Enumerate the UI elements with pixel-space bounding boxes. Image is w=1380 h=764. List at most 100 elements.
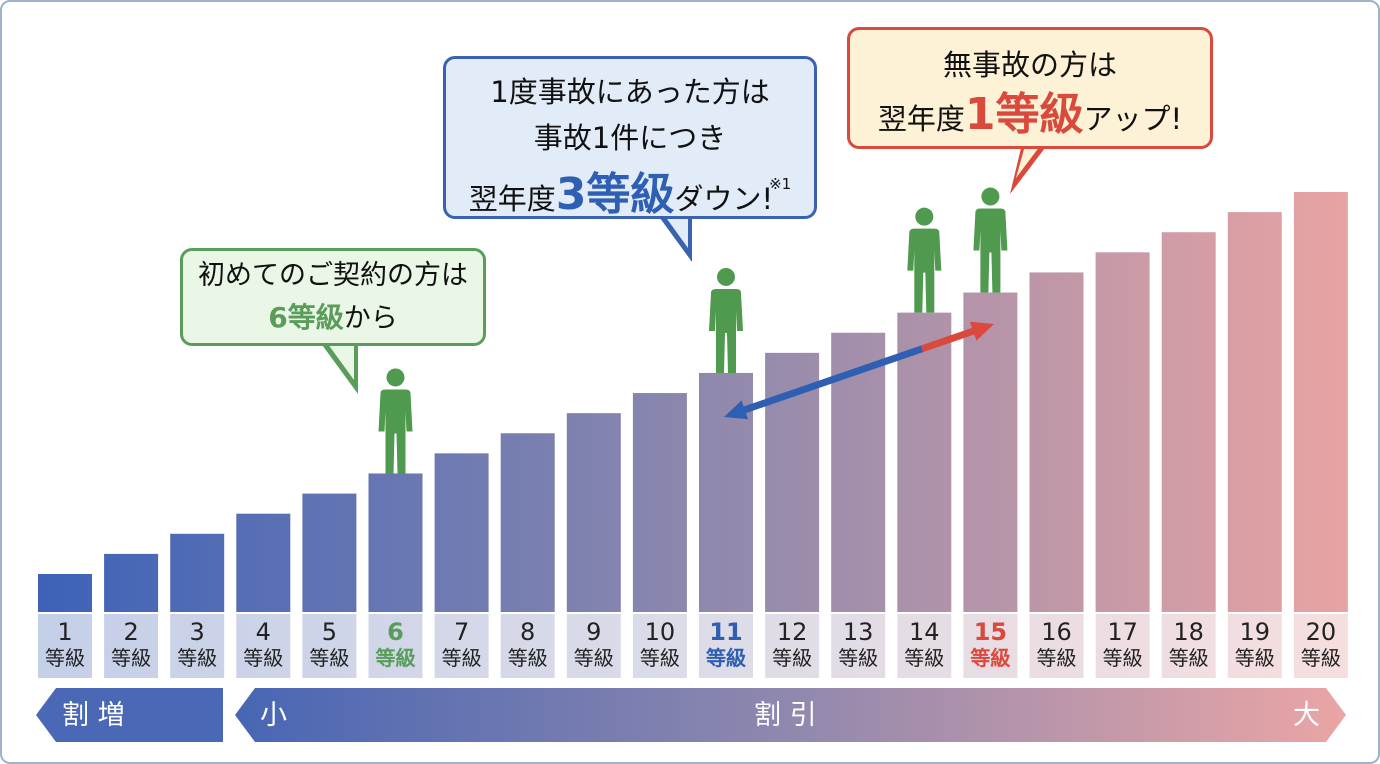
grade-unit: 等級 [177,646,218,670]
grade-label-bg-9 [566,614,621,678]
grade-number: 3 [189,618,205,646]
grade-number: 16 [1041,618,1072,646]
grade-number: 8 [520,618,536,646]
discount-label: 割 引 [754,700,817,731]
grade-bar-18 [1161,232,1216,613]
grade-number: 10 [644,618,676,646]
grade-label-bg-14 [897,614,952,678]
first-bubble-tail-inner [325,340,354,380]
grade-bar-2 [104,553,159,612]
grade-label-6: 6 等級 [365,618,427,669]
upgrade-arrow-line [920,325,982,353]
grade-number: 2 [123,618,139,646]
grade-bar-1 [38,574,92,612]
noaccident-bubble-suffix: アップ! [1083,102,1183,136]
grade-unit: 等級 [1234,646,1275,670]
grade-label-bg-12 [765,614,820,678]
surcharge-label: 割 増 [62,700,125,731]
person-icon [709,267,743,373]
grade-label-10: 10 等級 [629,618,691,669]
grade-bar-8 [500,433,555,612]
grade-unit: 等級 [838,646,879,670]
grade-bar-16 [1029,272,1084,612]
grade-number: 14 [909,618,940,646]
grade-number: 17 [1107,618,1138,646]
noaccident-bubble-prefix: 翌年度 [877,102,965,136]
grade-number: 1 [57,618,73,646]
grade-number: 20 [1305,618,1337,646]
grade-label-bg-17 [1095,614,1150,678]
surcharge-band [36,688,223,742]
grade-number: 15 [973,618,1008,646]
grade-label-bg-16 [1029,614,1084,678]
grade-number: 18 [1173,618,1204,646]
grade-unit: 等級 [573,646,614,670]
accident-bubble-grade: 3等級 [555,169,675,220]
grade-bar-20 [1293,192,1348,612]
grade-unit: 等級 [507,646,548,670]
grade-label-15: 15 等級 [959,618,1021,669]
grade-label-bg-1 [38,614,92,678]
grade-label-bg-2 [104,614,159,678]
grade-label-17: 17 等級 [1092,618,1154,669]
grade-bar-6 [368,473,423,612]
grade-unit: 等級 [706,646,746,670]
grade-label-bg-13 [831,614,886,678]
first-bubble-grade: 6等級 [268,301,344,334]
downgrade-arrowhead [724,400,749,420]
noaccident-bubble-tail [1010,144,1048,194]
grade-label-bg-7 [434,614,489,678]
grade-label-bg-6 [368,614,423,678]
grade-unit: 等級 [111,646,152,670]
accident-bubble-suffix: ダウン! [674,182,774,216]
noaccident-bubble-tail-inner [1016,142,1043,178]
upgrade-arrowhead [969,321,994,341]
discount-small-label: 小 [260,700,287,731]
grade-bar-7 [434,453,489,612]
grade-unit: 等級 [243,646,284,670]
accident-bubble-prefix: 翌年度 [468,182,556,216]
grade-bar-3 [170,533,225,612]
grade-label-8: 8 等級 [497,618,559,669]
grade-number: 5 [321,618,338,646]
grade-unit: 等級 [639,646,680,670]
grade-label-bg-8 [500,614,555,678]
accident-bubble: 1度事故にあった方は 事故1件につき 翌年度3等級ダウン!※1 [443,56,817,219]
grade-unit: 等級 [1036,646,1077,670]
first-contract-bubble: 初めてのご契約の方は 6等級から [180,248,486,346]
person-icon [907,207,942,313]
grade-label-20: 20 等級 [1290,618,1352,669]
first-bubble-line1: 初めてのご契約の方は [198,260,468,291]
grade-number: 13 [842,618,874,646]
grade-bar-5 [302,493,357,612]
grade-label-18: 18 等級 [1158,618,1220,669]
no-accident-bubble: 無事故の方は 翌年度1等級アップ! [847,27,1213,149]
grade-label-bg-18 [1161,614,1216,678]
grade-label-5: 5 等級 [298,618,360,669]
grade-label-bg-4 [236,614,291,678]
grade-label-bg-19 [1227,614,1282,678]
accident-bubble-line2: 事故1件につき [533,121,727,155]
grade-number: 9 [586,618,602,646]
person-icon [378,368,413,474]
grade-label-14: 14 等級 [893,618,955,669]
noaccident-bubble-grade: 1等級 [964,89,1084,140]
grade-unit: 等級 [441,646,482,670]
grade-label-bg-15 [963,614,1018,678]
accident-footnote-mark: ※1 [769,175,792,193]
grade-label-12: 12 等級 [761,618,823,669]
accident-bubble-line1: 1度事故にあった方は [490,75,770,109]
grade-label-bg-20 [1293,614,1348,678]
grade-unit: 等級 [970,646,1011,670]
grade-label-bg-5 [302,614,357,678]
downgrade-arrow-line [736,345,924,416]
grade-label-13: 13 等級 [827,618,889,669]
person-icon [973,187,1008,293]
grade-number: 11 [709,618,743,646]
first-bubble-rest: から [343,303,398,334]
grade-label-2: 2 等級 [100,618,162,669]
grade-label-bg-10 [632,614,687,678]
grade-label-11: 11 等級 [695,618,757,669]
grade-unit: 等級 [375,646,416,670]
